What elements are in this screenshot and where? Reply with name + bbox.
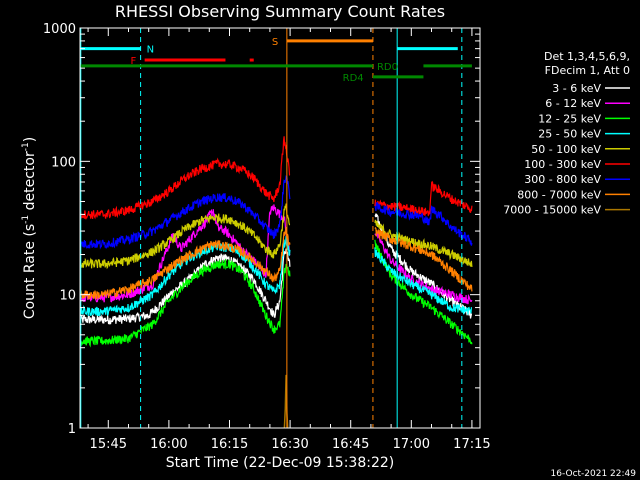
series-100-300kev (80, 136, 473, 220)
legend-label: 25 - 50 keV (538, 128, 601, 141)
legend-header: FDecim 1, Att 0 (545, 64, 630, 77)
series-line (374, 239, 473, 345)
x-tick-label: 17:15 (453, 437, 490, 452)
series-line (80, 203, 291, 270)
legend-label: 100 - 300 keV (524, 158, 601, 171)
flag-label-rd4: RD4 (343, 73, 364, 84)
legend-label: 7000 - 15000 keV (503, 204, 601, 217)
series-line (80, 175, 291, 250)
x-tick-label: 16:30 (271, 437, 308, 452)
legend-label: 800 - 7000 keV (517, 188, 601, 201)
x-tick-label: 16:45 (332, 437, 369, 452)
flag-label-rd0: RD0 (377, 62, 398, 73)
timestamp: 16-Oct-2021 22:49 (551, 469, 637, 479)
chart-title: RHESSI Observing Summary Count Rates (115, 2, 445, 21)
x-tick-label: 16:15 (211, 437, 248, 452)
series-line (80, 226, 291, 300)
y-tick-label: 100 (51, 155, 76, 170)
legend-label: 12 - 25 keV (538, 112, 601, 125)
series-line (374, 219, 473, 268)
x-tick-label: 17:00 (393, 437, 430, 452)
legend-header: Det 1,3,4,5,6,9, (544, 50, 630, 63)
y-tick-label: 10 (59, 289, 76, 304)
series-12-25kev (80, 239, 473, 348)
series-line (374, 213, 473, 319)
x-axis-label: Start Time (22-Dec-09 15:38:22) (166, 455, 394, 471)
legend-label: 3 - 6 keV (552, 82, 601, 95)
x-tick-label: 15:45 (90, 437, 127, 452)
series-50-100kev (80, 203, 473, 270)
plot-frame (79, 27, 481, 429)
y-axis-label: Count Rate (s-1 detector-1) (21, 137, 38, 319)
y-tick-label: 1 (68, 422, 76, 437)
legend-label: 300 - 800 keV (524, 173, 601, 186)
legend-label: 6 - 12 keV (545, 97, 601, 110)
series-line (374, 202, 473, 246)
series-line (80, 136, 291, 220)
series-800-7000kev (80, 226, 473, 300)
legend-label: 50 - 100 keV (531, 143, 601, 156)
y-tick-label: 1000 (43, 22, 76, 37)
series-line (80, 258, 291, 348)
legend: Det 1,3,4,5,6,9,FDecim 1, Att 0 3 - 6 keV… (503, 50, 630, 217)
flag-label-f: F (131, 56, 137, 67)
series-line (374, 226, 473, 292)
series-line (374, 247, 472, 315)
series-line (374, 180, 473, 217)
flag-label-n: N (147, 45, 154, 56)
series-300-800kev (80, 175, 473, 250)
flag-label-s: S (272, 37, 278, 48)
x-tick-label: 16:00 (150, 437, 187, 452)
